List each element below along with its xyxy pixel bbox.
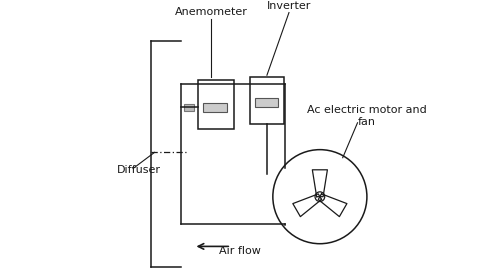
Bar — [255, 98, 278, 107]
Text: Anemometer: Anemometer — [174, 7, 248, 17]
Circle shape — [273, 150, 367, 244]
Polygon shape — [318, 194, 347, 217]
Text: Ac electric motor and
fan: Ac electric motor and fan — [307, 105, 427, 127]
Polygon shape — [312, 170, 328, 197]
Text: Inverter: Inverter — [267, 1, 311, 11]
Polygon shape — [293, 194, 322, 217]
Circle shape — [315, 192, 324, 202]
Text: Air flow: Air flow — [219, 246, 261, 256]
Bar — [184, 104, 194, 111]
Bar — [250, 77, 284, 124]
Bar — [198, 80, 234, 130]
Bar — [203, 103, 227, 112]
Text: Diffuser: Diffuser — [117, 165, 161, 175]
